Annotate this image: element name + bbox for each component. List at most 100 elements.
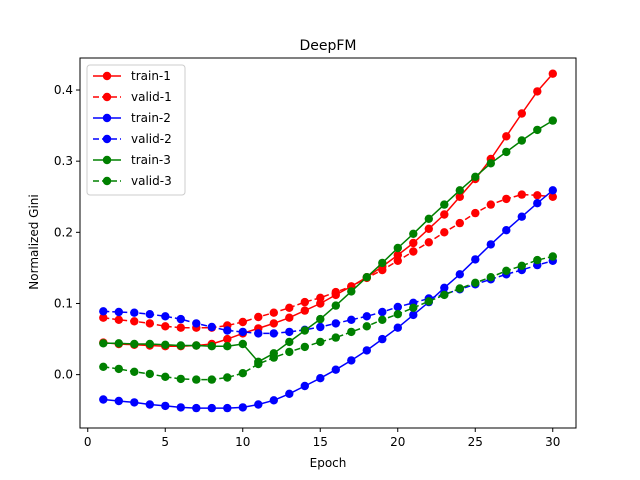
data-point [393,243,402,253]
data-point [440,210,449,219]
data-point [502,132,511,141]
data-point [316,337,325,347]
data-point [331,319,340,328]
series-train-2 [99,186,557,413]
data-point [99,307,108,316]
data-point [269,308,278,317]
data-point [269,319,278,328]
data-point [238,327,247,337]
legend-marker [102,134,112,144]
data-point [300,342,309,352]
data-point [285,389,294,398]
data-point [378,307,387,317]
data-point [176,314,185,324]
data-point [207,403,216,413]
data-point [176,341,185,350]
data-point [238,369,247,378]
data-point [440,283,449,292]
data-point [99,362,108,371]
data-point [269,396,278,405]
x-tick-label: 0 [84,435,92,449]
series-line-valid-3 [103,255,553,381]
data-point [223,373,232,382]
axis-ticks: 0 5 10 15 20 25 30 0.0 0.1 0.2 0.3 0.4 [54,83,560,449]
data-point [254,359,263,369]
series-valid-1 [99,190,557,332]
data-point [285,337,294,347]
data-point [533,255,542,265]
data-point [517,261,526,270]
data-point [471,255,480,264]
data-point [393,310,402,319]
legend-marker [102,176,112,186]
data-point [161,322,170,331]
data-point [486,273,495,282]
data-point [347,315,356,324]
data-point [378,265,387,275]
x-tick-label: 15 [313,435,328,449]
data-point [161,401,170,411]
data-point [424,224,433,233]
data-point [362,322,371,331]
data-point [424,238,433,247]
data-point [455,270,464,279]
data-point [192,403,201,413]
data-point [145,319,154,328]
data-point [114,307,124,317]
data-point [114,396,124,406]
data-point [99,395,108,404]
data-point [207,375,216,384]
data-point [424,214,433,223]
data-point [223,342,232,351]
data-point [455,284,464,293]
data-point [316,314,325,324]
data-point [130,339,139,349]
legend-item: valid-3 [93,174,172,188]
data-point [223,326,232,335]
data-point [269,329,278,338]
data-point [161,372,170,381]
data-point [99,313,108,322]
data-point [145,339,154,349]
data-point [347,327,356,337]
data-point [455,192,464,201]
data-point [192,375,201,384]
legend-label: valid-2 [131,132,172,146]
data-point [300,381,309,391]
data-point [331,333,340,342]
data-point [316,374,325,383]
data-point [254,329,263,338]
y-tick-label: 0.4 [54,83,73,97]
series-line-valid-1 [103,193,553,329]
data-point [548,192,557,201]
data-point [145,369,154,379]
data-point [362,273,371,282]
data-point [130,317,139,326]
data-point [471,208,480,218]
data-point [517,190,526,199]
data-point [517,109,526,118]
plot-area [99,69,557,413]
data-point [300,306,309,315]
data-point [223,334,232,344]
data-point [362,346,371,355]
data-point [114,339,124,348]
data-point [502,226,511,235]
y-tick-label: 0.1 [54,296,73,310]
data-point [114,315,124,324]
data-point [145,310,154,319]
x-tick-label: 30 [545,435,560,449]
data-point [409,229,418,238]
data-point [440,290,449,300]
data-point [517,212,526,221]
data-point [393,323,402,332]
data-point [192,341,201,350]
x-axis-label: Epoch [310,456,347,470]
data-point [316,322,325,332]
data-point [548,116,557,125]
data-point [347,356,356,365]
x-tick-label: 5 [161,435,169,449]
legend-item: train-2 [93,111,171,125]
data-point [207,322,216,332]
